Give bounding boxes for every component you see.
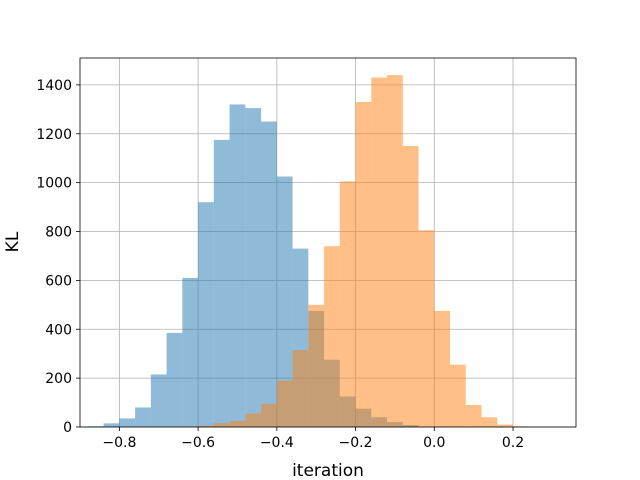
histogram-bar-series-1 xyxy=(261,121,277,427)
histogram-bar-series-2 xyxy=(497,424,514,427)
histogram-bar-series-2 xyxy=(198,425,214,427)
axis-ticks: −0.8 −0.6 −0.4 −0.2 0.0 0.2 0 200 400 600 800 1000 1… xyxy=(36,78,524,451)
histogram-bar-series-1 xyxy=(150,374,167,427)
histogram-bar-series-2 xyxy=(450,364,466,427)
histogram-bar-series-1 xyxy=(103,423,120,427)
histogram-bar-series-1 xyxy=(245,108,262,428)
histogram-bar-series-2 xyxy=(245,413,262,427)
histogram-bar-series-1 xyxy=(135,407,151,427)
x-tick-label: −0.8 xyxy=(102,435,136,451)
histogram-bar-series-2 xyxy=(292,350,309,427)
histogram-bar-series-2 xyxy=(465,405,482,427)
y-tick-label: 1400 xyxy=(36,78,72,94)
histogram-bar-series-2 xyxy=(402,145,419,427)
histogram-bar-series-2 xyxy=(418,230,435,427)
x-tick-label: −0.4 xyxy=(260,435,294,451)
histogram-bar-series-2 xyxy=(434,310,451,427)
histogram-bar-series-2 xyxy=(213,423,230,427)
histogram-bar-series-1 xyxy=(119,418,136,427)
histogram-bar-series-1 xyxy=(276,176,293,427)
histogram-bar-series-1 xyxy=(182,277,199,427)
plot-frame xyxy=(79,57,577,428)
histogram-bar-series-1 xyxy=(229,104,246,427)
histogram-bar-series-1 xyxy=(213,139,230,427)
histogram-bar-series-2 xyxy=(324,246,340,427)
histogram-bar-series-2 xyxy=(355,101,372,427)
y-tick-label: 600 xyxy=(45,273,72,289)
y-tick-label: 200 xyxy=(45,371,72,387)
histogram-bar-series-1 xyxy=(198,202,214,427)
y-tick-label: 800 xyxy=(45,225,72,241)
histogram-bar-series-2 xyxy=(229,420,246,427)
x-tick-label: −0.6 xyxy=(181,435,215,451)
histogram-bar-series-2 xyxy=(308,304,325,427)
y-tick-label: 400 xyxy=(45,322,72,338)
histogram-bar-series-2 xyxy=(371,77,388,427)
y-tick-label: 1200 xyxy=(36,127,72,143)
histogram-bar-series-1 xyxy=(166,332,183,427)
x-tick-label: 0.0 xyxy=(423,435,445,451)
histogram-bars xyxy=(87,75,545,428)
histogram-bar-series-2 xyxy=(481,417,498,427)
x-tick-label: 0.2 xyxy=(502,435,524,451)
histogram-bar-series-2 xyxy=(261,403,277,427)
x-tick-label: −0.2 xyxy=(339,435,373,451)
x-axis-label: iteration xyxy=(292,461,364,480)
histogram-bar-series-2 xyxy=(276,380,293,427)
histogram-bar-series-2 xyxy=(387,75,403,427)
y-tick-label: 1000 xyxy=(36,176,72,192)
histogram-bar-series-2 xyxy=(339,181,356,427)
y-axis-label: KL xyxy=(3,231,23,252)
y-tick-label: 0 xyxy=(63,420,72,436)
